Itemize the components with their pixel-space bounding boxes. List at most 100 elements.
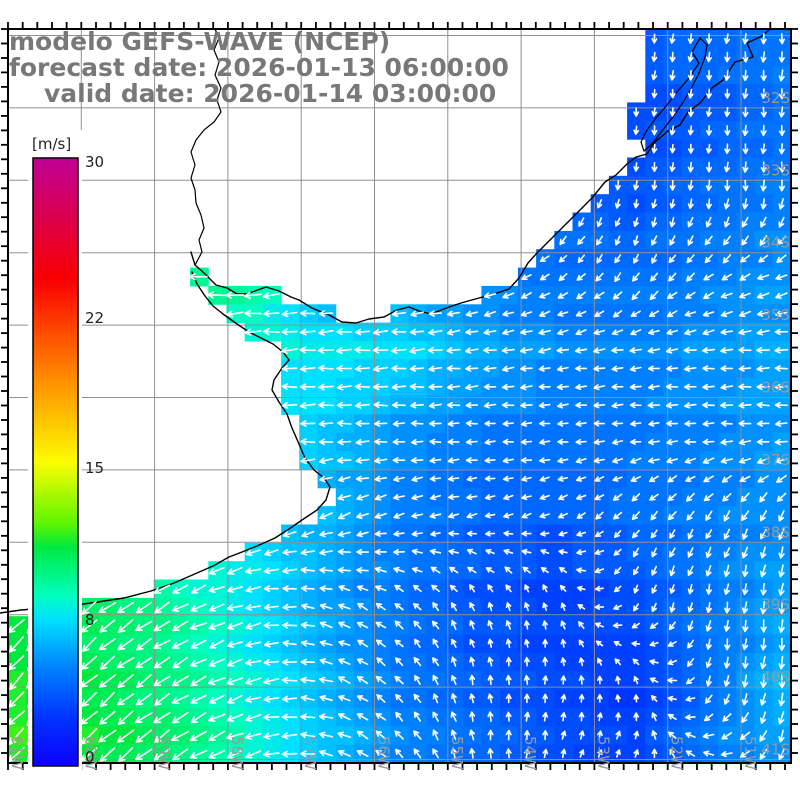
- latitude-label: 32S: [761, 89, 790, 107]
- wind-arrow: [135, 656, 153, 669]
- wind-arrow: [686, 272, 695, 282]
- wind-arrow: [722, 493, 732, 502]
- wind-arrow: [484, 439, 496, 446]
- wind-arrow: [336, 347, 353, 354]
- wind-arrow: [82, 636, 97, 652]
- wind-arrow: [702, 383, 715, 391]
- wind-arrow: [447, 457, 460, 464]
- wind-arrow: [538, 347, 551, 354]
- wind-arrow: [227, 694, 243, 704]
- wind-arrow: [578, 694, 585, 703]
- wind-arrow: [282, 658, 298, 666]
- wind-arrow: [614, 272, 622, 283]
- wind-arrow: [136, 674, 152, 688]
- wind-arrow: [394, 603, 404, 611]
- wind-arrow: [651, 748, 658, 759]
- wind-arrow: [429, 494, 441, 501]
- wind-arrow: [469, 674, 476, 686]
- wind-arrow: [226, 622, 243, 630]
- wind-arrow: [778, 528, 785, 540]
- wind-arrow: [281, 750, 298, 758]
- wind-arrow: [116, 657, 135, 669]
- wind-arrow: [427, 346, 443, 354]
- wave-speed-cell-grid: [8, 29, 792, 764]
- wind-arrow: [595, 511, 604, 520]
- wind-arrow: [687, 198, 694, 210]
- wind-arrow: [539, 457, 551, 464]
- wind-arrow: [538, 365, 551, 372]
- wind-arrow: [208, 658, 225, 667]
- wind-arrow: [117, 710, 134, 725]
- wind-arrow: [81, 692, 97, 707]
- wind-arrow: [451, 638, 457, 648]
- wind-arrow: [685, 696, 696, 702]
- wind-arrow: [98, 729, 117, 743]
- wind-arrow: [409, 383, 425, 390]
- wind-arrow: [245, 696, 262, 703]
- wind-arrow: [469, 711, 476, 722]
- wind-arrow: [135, 729, 153, 743]
- wind-arrow: [649, 493, 659, 501]
- wind-arrow: [487, 638, 494, 648]
- wind-arrow: [704, 694, 713, 704]
- wind-arrow: [720, 420, 733, 427]
- wind-arrow: [245, 750, 261, 759]
- wind-arrow: [503, 548, 514, 555]
- wind-arrow: [484, 420, 496, 427]
- wind-arrow: [318, 457, 334, 465]
- wind-arrow: [741, 510, 750, 521]
- wind-arrow: [100, 691, 115, 708]
- wind-arrow: [432, 711, 439, 722]
- longitude-label: 55W: [448, 736, 466, 770]
- wind-arrow: [615, 180, 621, 191]
- wind-arrow: [263, 658, 280, 666]
- wind-arrow: [756, 401, 770, 409]
- wind-arrow: [207, 291, 226, 299]
- wind-arrow: [448, 530, 460, 537]
- wind-arrow: [172, 620, 189, 632]
- wind-arrow: [281, 713, 298, 721]
- wind-arrow: [8, 691, 25, 708]
- wind-arrow: [300, 695, 315, 702]
- wind-arrow: [666, 365, 679, 372]
- wind-arrow: [613, 511, 623, 520]
- wind-arrow: [559, 584, 567, 592]
- wind-arrow: [245, 567, 262, 575]
- wind-arrow: [556, 383, 569, 391]
- wind-arrow: [687, 583, 694, 595]
- wind-arrow: [503, 512, 514, 519]
- wind-arrow: [722, 713, 732, 722]
- wind-arrow: [742, 33, 749, 45]
- wind-arrow: [596, 254, 603, 264]
- wind-arrow: [207, 677, 226, 686]
- wind-arrow: [778, 179, 785, 192]
- wind-arrow: [721, 273, 733, 281]
- wind-arrow: [760, 88, 767, 100]
- wind-arrow: [81, 728, 98, 745]
- wind-arrow: [669, 51, 676, 63]
- wind-arrow: [612, 310, 623, 318]
- wind-arrow: [760, 69, 767, 82]
- wind-arrow: [447, 420, 460, 427]
- wind-arrow: [466, 548, 477, 555]
- wind-arrow: [318, 713, 334, 721]
- wind-arrow: [666, 439, 679, 446]
- wind-arrow: [502, 329, 515, 336]
- wind-arrow: [464, 347, 479, 354]
- colorbar-tick-label: 8: [85, 611, 95, 629]
- wind-arrow: [281, 401, 298, 409]
- wind-arrow: [318, 401, 334, 409]
- wind-arrow: [669, 565, 676, 577]
- longitude-label: 52W: [668, 736, 686, 770]
- wind-arrow: [778, 69, 785, 82]
- wind-arrow: [301, 530, 315, 538]
- wind-arrow: [245, 713, 262, 722]
- wind-arrow: [338, 676, 351, 684]
- wind-arrow: [505, 748, 512, 759]
- wind-arrow: [629, 383, 642, 391]
- wind-arrow: [723, 510, 731, 522]
- wind-arrow: [245, 622, 261, 630]
- wind-arrow: [208, 567, 225, 575]
- wind-arrow: [612, 493, 623, 501]
- wind-arrow: [701, 347, 716, 354]
